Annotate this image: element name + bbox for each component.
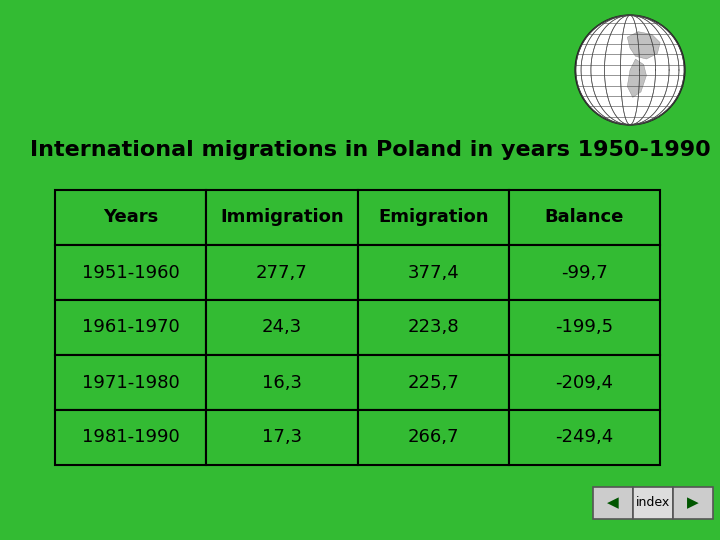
Bar [358, 190, 509, 245]
Text: 266,7: 266,7 [408, 429, 459, 447]
Bar [206, 245, 358, 300]
Text: ▶: ▶ [687, 496, 699, 510]
Bar [206, 355, 358, 410]
Bar [509, 355, 660, 410]
Text: index: index [636, 496, 670, 510]
Bar [509, 410, 660, 465]
Text: Immigration: Immigration [220, 208, 343, 226]
Text: 225,7: 225,7 [408, 374, 459, 391]
Bar [593, 487, 633, 519]
Bar [55, 245, 206, 300]
Text: 17,3: 17,3 [262, 429, 302, 447]
Bar [358, 355, 509, 410]
Text: 1951-1960: 1951-1960 [82, 264, 179, 281]
Bar [206, 190, 358, 245]
Text: Emigration: Emigration [378, 208, 488, 226]
Text: Balance: Balance [545, 208, 624, 226]
Polygon shape [627, 32, 660, 59]
Text: -199,5: -199,5 [555, 319, 613, 336]
Bar [55, 190, 206, 245]
Bar [633, 487, 673, 519]
Bar [673, 487, 713, 519]
Bar [206, 410, 358, 465]
Bar [358, 410, 509, 465]
Bar [358, 245, 509, 300]
Circle shape [575, 15, 685, 125]
Bar [55, 300, 206, 355]
Bar [55, 410, 206, 465]
Text: 16,3: 16,3 [262, 374, 302, 391]
Text: International migrations in Poland in years 1950-1990: International migrations in Poland in ye… [30, 140, 711, 160]
Bar [358, 300, 509, 355]
Text: 277,7: 277,7 [256, 264, 307, 281]
Bar [509, 190, 660, 245]
Text: 223,8: 223,8 [408, 319, 459, 336]
Bar [55, 355, 206, 410]
Text: -249,4: -249,4 [555, 429, 613, 447]
Text: -99,7: -99,7 [561, 264, 608, 281]
Text: ◀: ◀ [607, 496, 619, 510]
Text: 377,4: 377,4 [408, 264, 459, 281]
Bar [509, 300, 660, 355]
Polygon shape [627, 59, 647, 97]
Bar [206, 300, 358, 355]
Text: -209,4: -209,4 [555, 374, 613, 391]
Text: 24,3: 24,3 [262, 319, 302, 336]
Text: 1961-1970: 1961-1970 [82, 319, 179, 336]
Text: 1971-1980: 1971-1980 [82, 374, 179, 391]
Bar [509, 245, 660, 300]
Text: 1981-1990: 1981-1990 [82, 429, 179, 447]
Text: Years: Years [103, 208, 158, 226]
